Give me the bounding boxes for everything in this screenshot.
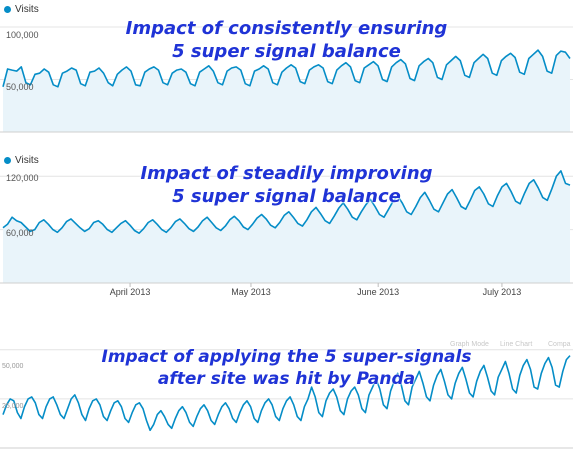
x-tick-label: April 2013 (109, 287, 151, 297)
chart-2-svg (0, 170, 573, 287)
series-area (3, 50, 570, 132)
y-tick-label: 60,000 (6, 228, 34, 238)
x-tick-label: May 2013 (231, 287, 271, 297)
line-chart-label[interactable]: Line Chart (500, 341, 533, 348)
legend-label: Visits (15, 155, 39, 166)
y-tick-label: 50,000 (2, 363, 24, 370)
x-tick-label: July 2013 (482, 287, 522, 297)
y-tick-label: 100,000 (6, 30, 39, 40)
legend-visits[interactable]: Visits (4, 4, 39, 15)
y-tick-label: 50,000 (6, 82, 34, 92)
y-tick-label: 120,000 (6, 173, 39, 183)
dot-icon (4, 6, 11, 13)
series-line-visits (2, 355, 571, 432)
graph-mode-label[interactable]: Graph Mode (450, 341, 489, 348)
series-area (3, 170, 570, 283)
series-line-visits (2, 49, 571, 88)
series-line-visits (2, 170, 571, 234)
y-tick-label: 25,000 (2, 403, 24, 410)
dot-icon (4, 157, 11, 164)
chart-panel-2: Visits 120,000 60,000 Impact of steadily… (0, 148, 573, 298)
legend-visits[interactable]: Visits (4, 155, 39, 166)
legend-label: Visits (15, 4, 39, 15)
x-tick-label: June 2013 (357, 287, 400, 297)
compare-label[interactable]: Compa (548, 341, 571, 348)
chart-panel-3: 50,000 25,000 Graph Mode Line Chart Comp… (0, 330, 573, 457)
chart-1-svg (0, 26, 573, 133)
chart-3-svg (0, 349, 573, 449)
chart-panel-1: Visits 100,000 50,000 Impact of consiste… (0, 0, 573, 140)
